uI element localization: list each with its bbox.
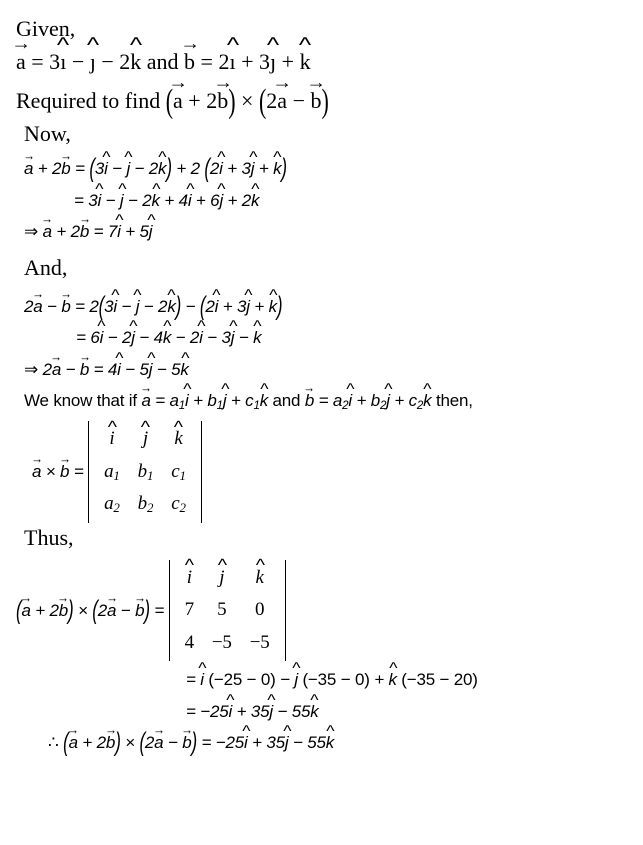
vec-b: b <box>310 84 321 117</box>
eq-cross-det: a × b = ijk a1b1c1 a2b2c2 <box>16 421 627 523</box>
k-hat: k <box>130 45 141 78</box>
text-and: And, <box>16 251 627 284</box>
vec-a: a <box>33 294 42 320</box>
vec-a: a <box>277 84 287 117</box>
known-suf: then, <box>436 391 473 410</box>
eq-final-det: (a + 2b) × (2a − b) = ijk 750 4−5−5 <box>16 560 627 662</box>
eq-known: We know that if a = a1i + b1j + c1k and … <box>16 388 627 415</box>
vec-b: b <box>80 357 89 383</box>
eq-2ab-step: = 6i − 2j − 4k − 2i − 3j − k <box>16 325 627 351</box>
vec-b: b <box>80 219 89 245</box>
determinant-1: ijk a1b1c1 a2b2c2 <box>88 421 202 523</box>
vec-a: a <box>16 45 26 78</box>
vec-b: b <box>61 294 70 320</box>
vec-a: a <box>52 357 61 383</box>
known-pre: We know that if <box>24 391 141 410</box>
j-hat: ȷ <box>90 45 96 78</box>
required-text: Required to find <box>16 88 166 113</box>
text-given: Given, <box>16 12 627 45</box>
determinant-2: ijk 750 4−5−5 <box>169 560 286 662</box>
eq-2ab-expand: 2a − b = 2(3i − j − 2k) − (2i + 3j + k) <box>16 294 627 320</box>
i-hat: ı <box>60 45 66 78</box>
eq-2ab-result: ⇒ 2a − b = 4i − 5j − 5k <box>16 357 627 383</box>
text-thus: Thus, <box>16 521 627 554</box>
eq-final-expand: = i (−25 − 0) − j (−35 − 0) + k (−35 − 2… <box>16 667 627 693</box>
paren: ) <box>228 75 235 126</box>
vec-a: a <box>43 219 52 245</box>
vec-b: b <box>61 156 70 182</box>
vec-a: a <box>24 156 33 182</box>
known-mid: and <box>273 391 305 410</box>
vec-b: b <box>217 84 228 117</box>
eq-final-answer: ∴ (a + 2b) × (2a − b) = −25i + 35j − 55k <box>16 730 627 756</box>
vec-a: a <box>173 84 183 117</box>
eq-required: Required to find (a + 2b) × (2a − b) <box>16 84 627 117</box>
eq-a2b-expand: a + 2b = (3i − j − 2k) + 2 (2i + 3j + k) <box>16 156 627 182</box>
eq-a2b-step: = 3i − j − 2k + 4i + 6j + 2k <box>16 188 627 214</box>
paren: ) <box>321 75 328 126</box>
eq-a2b-result: ⇒ a + 2b = 7i + 5j <box>16 219 627 245</box>
and-text: and <box>147 49 184 74</box>
eq-final-simplify: = −25i + 35j − 55k <box>16 699 627 725</box>
paren: ( <box>259 75 266 126</box>
